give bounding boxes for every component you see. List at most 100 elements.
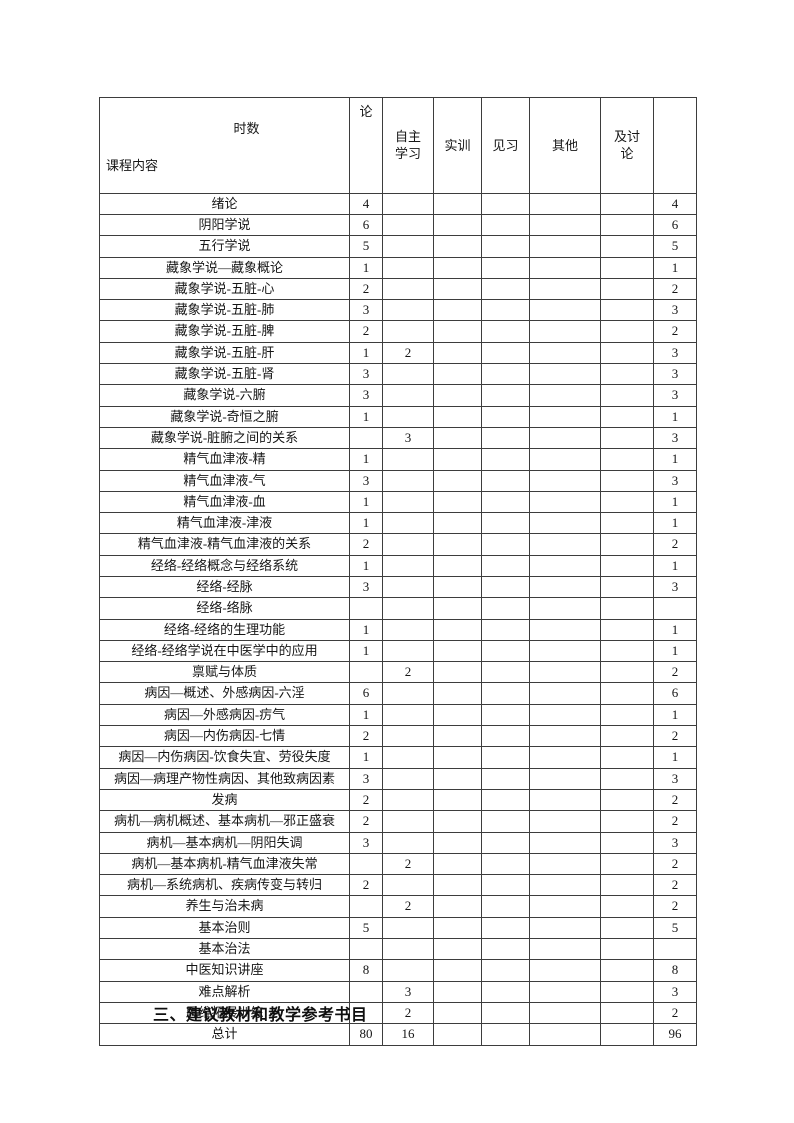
hours-cell-self-study [382, 746, 434, 769]
hours-cell-total: 3 [653, 384, 697, 407]
hours-cell-observation [481, 469, 530, 492]
course-name-cell: 阴阳学说 [99, 213, 350, 237]
hours-cell-total: 1 [653, 448, 697, 471]
hours-cell-other [529, 448, 601, 471]
course-name-cell: 藏象学说-五脏-脾 [99, 320, 350, 343]
hours-cell-total: 6 [653, 682, 697, 705]
hours-cell-lecture: 1 [349, 405, 383, 428]
hours-cell-total: 1 [653, 554, 697, 577]
hours-cell-self-study [382, 512, 434, 535]
hours-cell-practical-training [433, 192, 482, 215]
hours-cell-total: 1 [653, 405, 697, 428]
hours-cell-other [529, 725, 601, 748]
hours-cell-self-study [382, 767, 434, 790]
table-row: 基本治法 [99, 938, 697, 961]
hours-cell-observation [481, 746, 530, 769]
course-name-cell: 绪论 [99, 192, 350, 215]
hours-cell-lecture: 3 [349, 767, 383, 790]
hours-cell-self-study [382, 363, 434, 386]
hours-cell-other [529, 235, 601, 258]
hours-cell-self-study [382, 831, 434, 854]
hours-cell-self-study [382, 384, 434, 407]
hours-cell-practical-training [433, 490, 482, 514]
hours-cell-total: 3 [653, 767, 697, 790]
table-row: 精气血津液-精 1 1 [99, 448, 697, 471]
course-name-cell: 基本治则 [99, 916, 350, 940]
hours-cell-observation [481, 256, 530, 279]
hours-cell-lecture: 3 [349, 299, 383, 322]
column-header-discussion: 及讨 论 [600, 97, 654, 194]
hours-cell-self-study [382, 320, 434, 343]
hours-cell-discussion [600, 384, 654, 407]
table-header-row: 时数 课程内容 论 自主 学习 实训 见习 其他 及讨 论 [99, 97, 697, 194]
table-row: 病机—基本病机—阴阳失调 3 3 [99, 831, 697, 854]
hours-cell-discussion [600, 597, 654, 620]
hours-cell-observation [481, 405, 530, 428]
hours-cell-lecture [349, 938, 383, 961]
hours-cell-self-study [382, 810, 434, 833]
hours-cell-self-study [382, 213, 434, 237]
hours-cell-total: 3 [653, 299, 697, 322]
hours-cell-practical-training [433, 533, 482, 556]
course-name-cell: 经络-经络概念与经络系统 [99, 554, 350, 577]
course-name-cell: 藏象学说-五脏-肾 [99, 363, 350, 386]
hours-cell-discussion [600, 554, 654, 577]
hours-cell-practical-training [433, 703, 482, 727]
corner-label-course-content: 课程内容 [106, 158, 159, 174]
hours-cell-total: 1 [653, 618, 697, 641]
hours-cell-self-study [382, 959, 434, 982]
hours-cell-practical-training [433, 405, 482, 428]
hours-cell-practical-training [433, 426, 482, 450]
hours-cell-observation [481, 426, 530, 450]
table-row: 养生与治未病 2 2 [99, 895, 697, 918]
hours-cell-other [529, 874, 601, 897]
hours-cell-observation [481, 341, 530, 365]
hours-cell-total: 3 [653, 831, 697, 854]
hours-cell-observation [481, 661, 530, 684]
course-name-cell: 难点解析 [99, 980, 350, 1003]
table-row: 藏象学说-五脏-肺 3 3 [99, 299, 697, 322]
hours-cell-discussion [600, 1023, 654, 1046]
hours-cell-self-study [382, 469, 434, 492]
table-row: 藏象学说-奇恒之腑 1 1 [99, 405, 697, 428]
hours-cell-observation [481, 916, 530, 940]
hours-cell-practical-training [433, 682, 482, 705]
hours-cell-practical-training [433, 277, 482, 301]
hours-cell-lecture: 2 [349, 320, 383, 343]
hours-cell-total: 2 [653, 277, 697, 301]
hours-cell-practical-training [433, 618, 482, 641]
hours-cell-practical-training [433, 639, 482, 663]
hours-cell-total [653, 938, 697, 961]
hours-cell-total: 2 [653, 661, 697, 684]
hours-cell-total: 1 [653, 512, 697, 535]
hours-cell-total: 2 [653, 1001, 697, 1025]
hours-cell-practical-training [433, 341, 482, 365]
hours-cell-other [529, 1001, 601, 1025]
course-name-cell: 病机—基本病机—阴阳失调 [99, 831, 350, 854]
hours-cell-practical-training [433, 852, 482, 876]
hours-cell-self-study [382, 725, 434, 748]
hours-cell-lecture: 1 [349, 746, 383, 769]
hours-cell-practical-training [433, 554, 482, 577]
hours-cell-other [529, 320, 601, 343]
hours-cell-self-study [382, 575, 434, 599]
hours-cell-lecture [349, 980, 383, 1003]
hours-cell-practical-training [433, 831, 482, 854]
hours-cell-observation [481, 682, 530, 705]
hours-cell-self-study [382, 554, 434, 577]
hours-cell-observation [481, 767, 530, 790]
hours-cell-lecture [349, 895, 383, 918]
hours-cell-discussion [600, 192, 654, 215]
hours-cell-discussion [600, 363, 654, 386]
hours-cell-lecture: 1 [349, 554, 383, 577]
hours-cell-self-study [382, 256, 434, 279]
hours-cell-discussion [600, 661, 654, 684]
hours-cell-observation [481, 938, 530, 961]
hours-cell-other [529, 980, 601, 1003]
hours-cell-self-study [382, 277, 434, 301]
hours-cell-observation [481, 852, 530, 876]
hours-cell-other [529, 703, 601, 727]
table-row: 精气血津液-精气血津液的关系 2 2 [99, 533, 697, 556]
hours-cell-other [529, 959, 601, 982]
